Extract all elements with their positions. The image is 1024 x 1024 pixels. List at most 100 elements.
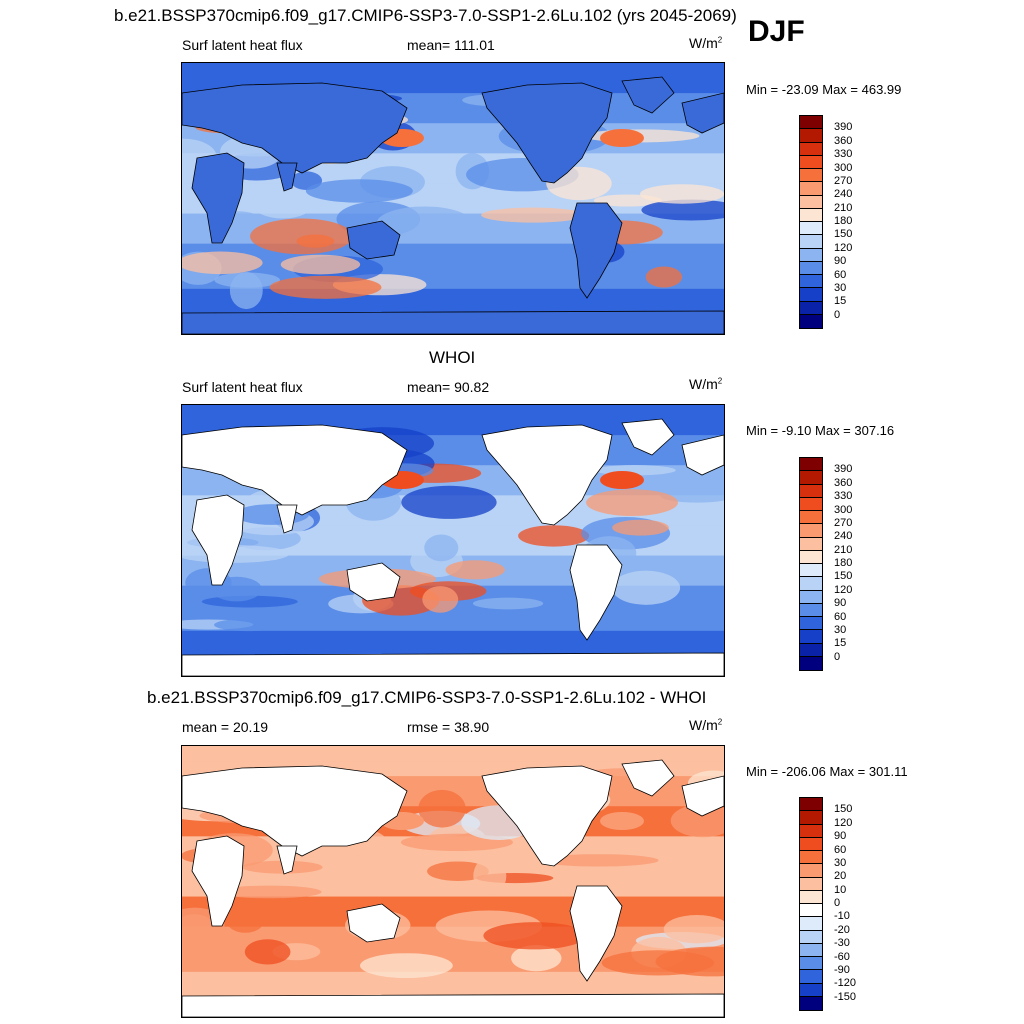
flux-patch <box>359 953 453 979</box>
colorbar-swatch <box>800 208 822 222</box>
colorbar-swatch <box>800 222 822 236</box>
flux-patch <box>645 266 683 288</box>
flux-patch <box>418 789 466 828</box>
model-latent-heat-map <box>181 62 725 335</box>
colorbar-swatch <box>800 656 822 670</box>
panel-variable-label: Surf latent heat flux <box>182 37 303 53</box>
colorbar-swatch <box>800 564 822 578</box>
colorbar-swatch <box>800 957 822 971</box>
colorbar-swatch <box>800 970 822 984</box>
boundary-current-hotspot <box>600 471 644 489</box>
continent-outline <box>621 759 675 797</box>
diff-colorbar <box>799 797 823 1011</box>
colorbar-tick-label: 210 <box>834 201 853 214</box>
colorbar-tick-label: 330 <box>834 148 853 161</box>
flux-patch <box>640 184 724 204</box>
panel-units-label: W/m2 <box>689 376 723 392</box>
panel-rmse-label: rmse = 38.90 <box>407 719 490 735</box>
flux-patch <box>511 945 562 972</box>
colorbar-swatch <box>800 195 822 209</box>
continent-outline <box>569 544 623 641</box>
flux-patch <box>229 271 263 310</box>
colorbar-tick-label: 150 <box>834 803 853 816</box>
colorbar-swatch <box>800 864 822 878</box>
flux-patch <box>586 489 678 516</box>
flux-patch <box>401 485 497 519</box>
flux-patch <box>269 275 382 299</box>
colorbar-swatch <box>800 603 822 617</box>
continent-outline <box>346 903 401 943</box>
colorbar-tick-label: -30 <box>834 937 850 950</box>
flux-patch <box>217 885 322 899</box>
flux-patch <box>611 570 681 605</box>
panel-obs-title: WHOI <box>429 348 476 367</box>
colorbar-tick-label: -120 <box>834 977 857 990</box>
flux-patch <box>539 854 659 867</box>
continent-outline <box>276 162 298 192</box>
colorbar-swatch <box>800 811 822 825</box>
panel-mean-label: mean= 90.82 <box>407 379 490 395</box>
flux-patch <box>473 857 507 895</box>
colorbar-swatch <box>800 996 822 1010</box>
colorbar-tick-label: 180 <box>834 215 853 227</box>
colorbar-swatch <box>800 590 822 604</box>
colorbar-tick-label: 60 <box>834 843 847 856</box>
colorbar-swatch <box>800 484 822 498</box>
colorbar-tick-label: 270 <box>834 174 853 187</box>
boundary-current-hotspot <box>600 129 644 147</box>
continent-outline <box>182 652 724 676</box>
flux-patch <box>663 915 724 944</box>
boundary-current-hotspot <box>600 812 644 830</box>
figure-title: b.e21.BSSP370cmip6.f09_g17.CMIP6-SSP3-7.… <box>114 6 737 25</box>
colorbar-tick-label: 300 <box>834 161 853 174</box>
model-colorbar <box>799 115 823 329</box>
ocean-band <box>182 63 724 80</box>
colorbar-swatch <box>800 930 822 944</box>
colorbar-tick-label: 240 <box>834 188 853 201</box>
panel-units-label: W/m2 <box>689 717 723 733</box>
continent-outline <box>621 418 675 456</box>
flux-patch <box>280 254 361 275</box>
colorbar-swatch <box>800 917 822 931</box>
colorbar-tick-label: 30 <box>834 623 847 636</box>
continent-outline <box>481 82 613 184</box>
colorbar-swatch <box>800 288 822 302</box>
colorbar-tick-label: -90 <box>834 963 850 976</box>
season-label: DJF <box>748 15 805 48</box>
colorbar-tick-label: 180 <box>834 557 853 569</box>
continent-outline <box>191 494 245 586</box>
colorbar-swatch <box>800 550 822 564</box>
flux-patch <box>252 188 314 219</box>
colorbar-tick-label: 360 <box>834 134 853 147</box>
flux-patch <box>226 908 265 933</box>
colorbar-swatch <box>800 537 822 551</box>
colorbar-tick-label: 330 <box>834 490 853 503</box>
panel-minmax-label: Min = -23.09 Max = 463.99 <box>746 82 902 97</box>
colorbar-tick-label: 15 <box>834 295 847 308</box>
colorbar-swatch <box>800 890 822 904</box>
colorbar-swatch <box>800 248 822 262</box>
flux-patch <box>422 586 459 613</box>
colorbar-swatch <box>800 301 822 315</box>
colorbar-swatch <box>800 798 822 812</box>
colorbar-tick-label: 20 <box>834 870 847 883</box>
flux-patch <box>424 534 459 562</box>
colorbar-tick-label: 390 <box>834 463 853 476</box>
colorbar-tick-label: 120 <box>834 583 853 596</box>
colorbar-swatch <box>800 471 822 485</box>
colorbar-tick-label: 120 <box>834 816 853 829</box>
colorbar-swatch <box>800 155 822 169</box>
obs-latent-heat-map <box>181 404 725 677</box>
colorbar-swatch <box>800 630 822 644</box>
continent-outline <box>182 310 724 334</box>
continent-outline <box>569 885 623 982</box>
flux-patch <box>182 914 216 945</box>
flux-patch <box>182 251 263 275</box>
panel-mean-label: mean= 111.01 <box>407 37 495 53</box>
colorbar-tick-label: 390 <box>834 121 853 134</box>
colorbar-tick-label: -20 <box>834 923 850 936</box>
continent-outline <box>182 424 724 516</box>
colorbar-tick-label: -150 <box>834 990 857 1003</box>
continent-outline <box>276 845 298 875</box>
continent-outline <box>346 562 401 602</box>
